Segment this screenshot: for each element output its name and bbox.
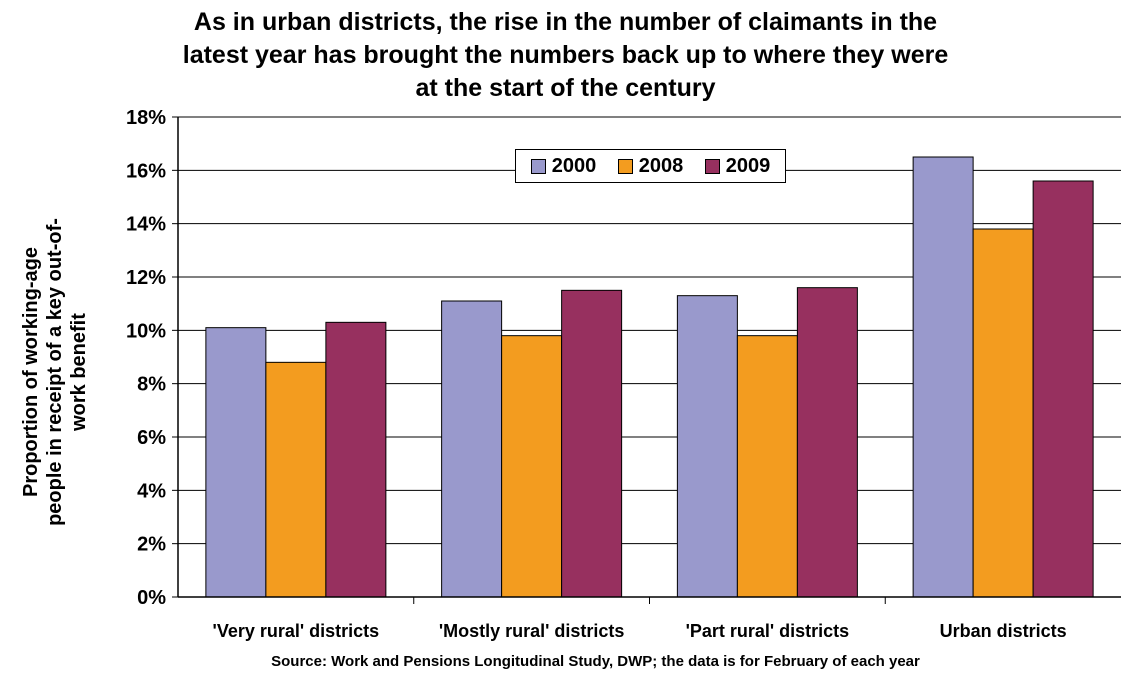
source-note: Source: Work and Pensions Longitudinal S…	[271, 653, 920, 670]
bar-2008-0	[265, 361, 327, 598]
axis-layer: 0% 2% 4% 6% 8% 10% 12% 14% 16% 18% 'Very rural' di…	[126, 107, 1121, 641]
bar-2000-2	[676, 295, 738, 598]
bar-2000-1	[441, 300, 503, 598]
x-tick-label-2: 'Part rural' districts	[686, 621, 850, 641]
bars-layer	[205, 156, 1094, 598]
legend-item-2009: 2009	[704, 154, 771, 178]
bar-2008-3	[972, 228, 1034, 598]
chart-title: As in urban districts, the rise in the n…	[0, 6, 1131, 105]
y-tick-label-0: 0%	[137, 587, 166, 609]
y-tick-label-9: 18%	[126, 107, 166, 129]
legend-item-2008: 2008	[617, 154, 684, 178]
chart-title-line-3: at the start of the century	[415, 74, 716, 102]
legend-label-2009: 2009	[725, 154, 771, 177]
bar-2009-3	[1032, 180, 1094, 598]
y-tick-label-4: 8%	[137, 374, 166, 396]
bar-2008-1	[501, 335, 563, 598]
legend-swatch-2000	[530, 158, 546, 174]
legend-swatch-2009	[704, 158, 720, 174]
chart-title-line-2: latest year has brought the numbers back…	[182, 41, 949, 69]
bar-2000-0	[205, 327, 267, 598]
bar-2009-0	[325, 321, 387, 598]
bar-2000-3	[912, 156, 974, 598]
legend-swatch-2008	[617, 158, 633, 174]
chart-title-line-1: As in urban districts, the rise in the n…	[193, 8, 938, 36]
y-tick-label-7: 14%	[126, 214, 166, 236]
y-tick-label-6: 12%	[126, 267, 166, 289]
legend-label-2000: 2000	[551, 154, 597, 177]
x-tick-label-0: 'Very rural' districts	[213, 621, 380, 641]
y-tick-label-2: 4%	[137, 480, 166, 502]
y-tick-label-3: 6%	[137, 427, 166, 449]
legend-item-2000: 2000	[530, 154, 597, 178]
y-tick-label-5: 10%	[126, 320, 166, 342]
legend: 2000 2008 2009	[515, 149, 786, 183]
bar-2009-2	[796, 287, 858, 598]
legend-label-2008: 2008	[638, 154, 684, 177]
y-tick-label-1: 2%	[137, 534, 166, 556]
bar-2009-1	[561, 289, 623, 598]
y-tick-label-8: 16%	[126, 160, 166, 182]
x-tick-label-1: 'Mostly rural' districts	[439, 621, 625, 641]
bar-2008-2	[736, 335, 798, 598]
x-tick-label-3: Urban districts	[940, 621, 1067, 641]
